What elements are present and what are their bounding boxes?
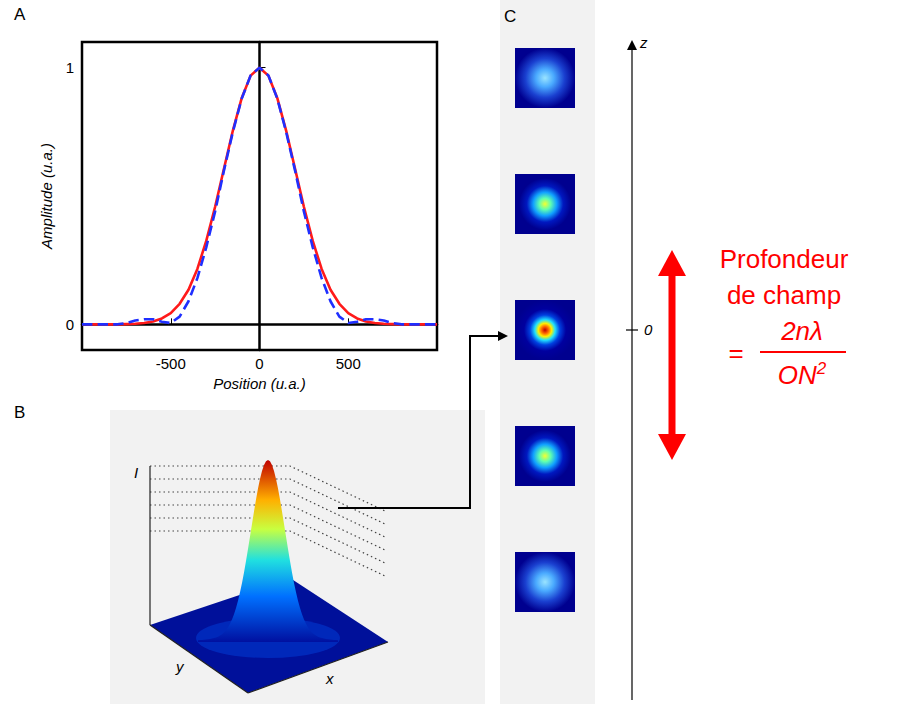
svg-text:0: 0 xyxy=(644,321,653,338)
svg-text:=: = xyxy=(728,338,743,368)
svg-text:1: 1 xyxy=(66,59,74,76)
svg-text:Position (u.a.): Position (u.a.) xyxy=(213,375,306,392)
svg-text:Amplitude (u.a.): Amplitude (u.a.) xyxy=(38,143,55,250)
svg-text:ON2: ON2 xyxy=(778,359,827,390)
svg-text:de champ: de champ xyxy=(727,280,841,310)
svg-text:y: y xyxy=(175,658,185,675)
svg-text:0: 0 xyxy=(255,355,263,372)
svg-text:x: x xyxy=(325,670,334,687)
svg-text:0: 0 xyxy=(66,316,74,333)
svg-text:I: I xyxy=(134,464,138,481)
svg-text:Profondeur: Profondeur xyxy=(720,244,849,274)
svg-text:B: B xyxy=(14,403,25,422)
svg-text:A: A xyxy=(14,5,26,24)
svg-text:2nλ: 2nλ xyxy=(780,316,823,346)
svg-text:-500: -500 xyxy=(156,355,186,372)
svg-text:z: z xyxy=(639,34,648,51)
svg-text:500: 500 xyxy=(336,355,361,372)
svg-text:C: C xyxy=(504,7,516,26)
